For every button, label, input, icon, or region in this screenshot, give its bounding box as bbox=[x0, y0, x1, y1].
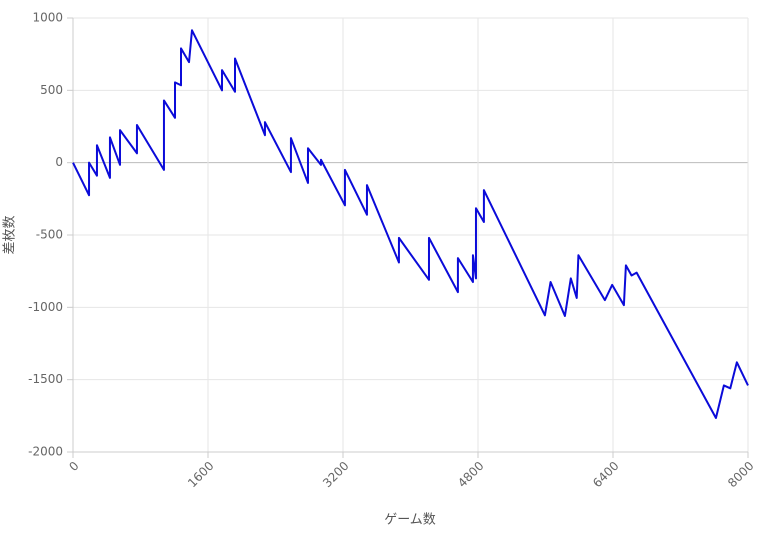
x-tick-label: 3200 bbox=[320, 459, 351, 490]
x-tick-label: 0 bbox=[66, 459, 81, 474]
x-tick-label: 6400 bbox=[590, 459, 621, 490]
y-tick-label: 0 bbox=[55, 155, 63, 169]
y-tick-label: -2000 bbox=[28, 445, 63, 459]
y-tick-label: -1500 bbox=[28, 372, 63, 386]
data-line bbox=[72, 29, 749, 420]
y-tick-label: 500 bbox=[40, 83, 63, 97]
x-tick-label: 1600 bbox=[185, 459, 216, 490]
y-tick-label: -1000 bbox=[28, 300, 63, 314]
y-tick-label: -500 bbox=[36, 228, 63, 242]
x-tick-label: 4800 bbox=[455, 459, 486, 490]
x-axis-title: ゲーム数 bbox=[384, 513, 436, 528]
y-tick-label: 1000 bbox=[32, 11, 63, 25]
x-tick-label: 8000 bbox=[725, 459, 756, 490]
y-axis-title: 差枚数 bbox=[3, 215, 18, 254]
